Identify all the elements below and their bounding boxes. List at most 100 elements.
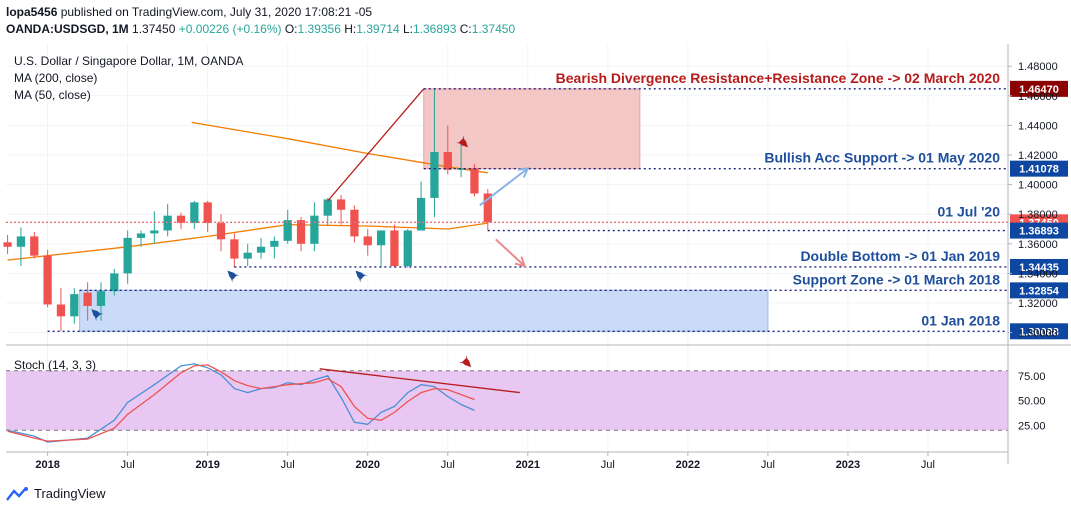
price-tag-r1 (1010, 80, 1068, 97)
candles (3, 88, 492, 332)
open-label: O: (284, 22, 298, 36)
price-tag-text-low: 1.36893 (1019, 226, 1059, 238)
candle-body (243, 252, 252, 259)
candle-body (203, 202, 212, 224)
candle-body (163, 215, 172, 231)
legend: U.S. Dollar / Singapore Dollar, 1M, OAND… (14, 54, 243, 372)
axes: 1.464701.410781.374501.368931.344351.328… (6, 44, 1071, 471)
candle-body (350, 209, 359, 237)
level-label-r1: Bearish Divergence Resistance+Resistance… (556, 70, 1001, 86)
x-tick-label: 2023 (836, 459, 860, 471)
y-tick-label: 1.38000 (1018, 209, 1058, 221)
candle-body (416, 197, 426, 231)
symbol-label[interactable]: OANDA:USDSGD, 1M (6, 22, 129, 36)
x-tick-label: Jul (281, 459, 295, 471)
annotations (91, 88, 530, 394)
candle-body (283, 220, 292, 241)
level-label-cur: 01 Jul '20 (938, 203, 1001, 219)
close-label: C: (459, 22, 472, 36)
arrow-head-up (517, 167, 530, 178)
high-label: H: (344, 22, 357, 36)
candle-body (230, 239, 239, 259)
last-price: 1.37450 (132, 22, 176, 36)
level-label-jan18: 01 Jan 2018 (921, 312, 1000, 328)
candle-body (256, 246, 266, 253)
arrow-down (495, 238, 526, 267)
y-tick-label: 1.42000 (1018, 150, 1058, 162)
price-tag-r2 (1010, 160, 1068, 177)
price-tag-db (1010, 258, 1068, 275)
level-label-sz: Support Zone -> 01 March 2018 (793, 271, 1001, 287)
candle-body (136, 233, 146, 238)
stoch-legend: Stoch (14, 3, 3) (14, 358, 96, 372)
ma50-line (7, 222, 488, 261)
candle-body (96, 291, 106, 306)
candle-body (310, 215, 319, 244)
moving-averages (7, 121, 488, 261)
tradingview-logo-icon (6, 486, 28, 501)
candle-body (296, 220, 306, 244)
x-tick-label: 2021 (516, 459, 540, 471)
candle-body (123, 237, 132, 274)
y-tick-label: 1.32000 (1018, 298, 1058, 310)
stoch-d-line (7, 364, 475, 442)
candle-body (190, 202, 199, 224)
rocket-body (227, 270, 237, 280)
x-tick-label: 2019 (195, 459, 219, 471)
candle-body (403, 230, 412, 266)
open-value: 1.39356 (297, 22, 341, 36)
x-tick-label: 2020 (356, 459, 380, 471)
stoch-band (6, 370, 1008, 431)
ma200-legend: MA (200, close) (14, 71, 97, 85)
candle-body (363, 236, 372, 246)
stoch-tick-label: 50.00 (1018, 396, 1046, 408)
candle-body (56, 304, 66, 317)
x-tick-label: Jul (121, 459, 135, 471)
chart-title: U.S. Dollar / Singapore Dollar, 1M, OAND… (14, 54, 243, 68)
price-tag-text-sz: 1.32854 (1019, 285, 1060, 297)
candle-body (336, 199, 346, 210)
y-tick-label: 1.34000 (1018, 268, 1058, 280)
stoch-tick-label: 25.00 (1018, 420, 1046, 432)
support-zone (79, 289, 769, 332)
x-tick-label: Jul (761, 459, 775, 471)
arrow-up (479, 167, 529, 207)
rocket-body (355, 270, 365, 280)
stoch-tick-label: 75.00 (1018, 371, 1046, 383)
x-tick-label: 2022 (676, 459, 700, 471)
tradingview-brand[interactable]: TradingView (6, 486, 106, 501)
rocket-up-icon (91, 309, 104, 322)
price-tag-text-db: 1.34435 (1019, 262, 1059, 274)
x-tick-label: Jul (921, 459, 935, 471)
candle-body (30, 236, 39, 256)
trendline-stoch (319, 368, 520, 394)
price-tag-jan18 (1010, 323, 1068, 340)
price-tag-text-r1: 1.46470 (1019, 84, 1059, 96)
publisher-name[interactable]: lopa5456 (6, 5, 58, 19)
resistance-zone (423, 88, 641, 170)
candle-body (43, 255, 52, 305)
candle-body (70, 294, 79, 317)
brand-label: TradingView (34, 486, 106, 501)
rocket-up-icon (355, 270, 368, 283)
y-tick-label: 1.48000 (1018, 61, 1058, 73)
candle-body (270, 240, 279, 247)
candle-body (3, 242, 12, 247)
candle-body (216, 223, 226, 240)
price-change: +0.00226 (+0.16%) (178, 22, 282, 36)
zones (79, 88, 769, 332)
y-tick-label: 1.46000 (1018, 91, 1058, 103)
close-value: 1.37450 (471, 22, 516, 36)
candle-body (376, 230, 386, 246)
candle-body (323, 199, 332, 216)
price-tag-text-jan18: 1.30088 (1019, 326, 1059, 338)
candle-body (443, 152, 452, 170)
y-tick-label: 1.44000 (1018, 120, 1058, 132)
high-value: 1.39714 (356, 22, 400, 36)
candle-body (470, 168, 479, 194)
rocket-body (458, 138, 469, 148)
ohlc-line: OANDA:USDSGD, 1M 1.37450 +0.00226 (+0.16… (6, 22, 515, 36)
rocket-body (462, 357, 472, 368)
rocket-down-icon (459, 355, 472, 368)
